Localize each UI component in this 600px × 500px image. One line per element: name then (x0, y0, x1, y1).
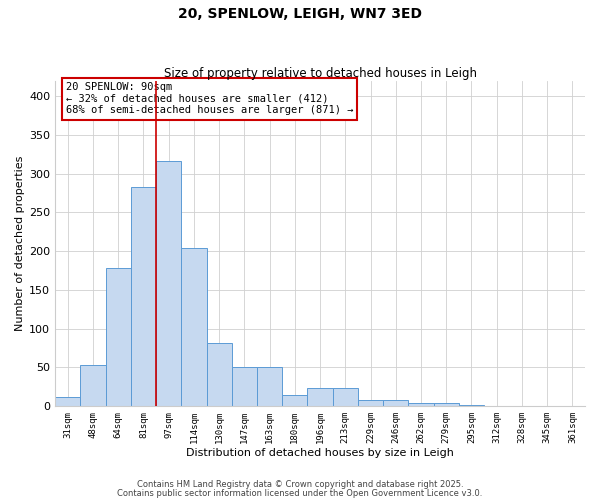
Bar (409, 403, 434, 406)
Bar (156, 160, 181, 406)
Bar (282, 394, 307, 406)
Text: Contains HM Land Registry data © Crown copyright and database right 2025.: Contains HM Land Registry data © Crown c… (137, 480, 463, 489)
Bar (131, 187, 156, 406)
Bar (257, 368, 282, 406)
Bar (80, 365, 106, 406)
Text: 20 SPENLOW: 90sqm
← 32% of detached houses are smaller (412)
68% of semi-detache: 20 SPENLOW: 90sqm ← 32% of detached hous… (66, 82, 353, 116)
X-axis label: Distribution of detached houses by size in Leigh: Distribution of detached houses by size … (186, 448, 454, 458)
Text: Contains public sector information licensed under the Open Government Licence v3: Contains public sector information licen… (118, 488, 482, 498)
Text: 20, SPENLOW, LEIGH, WN7 3ED: 20, SPENLOW, LEIGH, WN7 3ED (178, 8, 422, 22)
Bar (55, 397, 80, 406)
Bar (181, 248, 206, 406)
Title: Size of property relative to detached houses in Leigh: Size of property relative to detached ho… (164, 66, 476, 80)
Bar (106, 268, 131, 406)
Bar (434, 403, 459, 406)
Bar (206, 344, 232, 406)
Bar (307, 388, 332, 406)
Bar (332, 388, 358, 406)
Y-axis label: Number of detached properties: Number of detached properties (15, 156, 25, 331)
Bar (232, 368, 257, 406)
Bar (358, 400, 383, 406)
Bar (459, 404, 484, 406)
Bar (383, 400, 409, 406)
